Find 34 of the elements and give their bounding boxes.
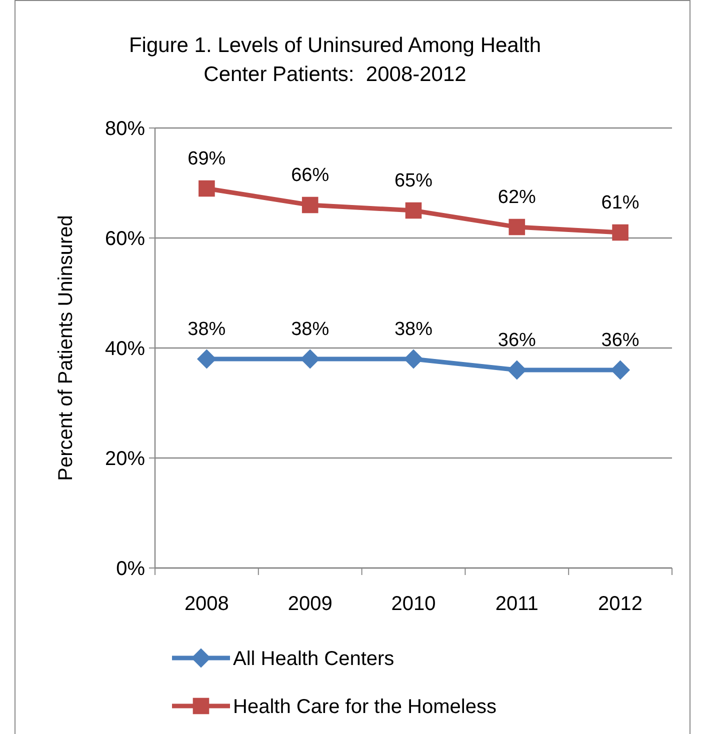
data-label: 66% — [291, 165, 330, 186]
legend-label: All Health Centers — [233, 648, 394, 670]
data-label: 38% — [291, 319, 330, 340]
data-label: 61% — [601, 192, 640, 214]
x-tick-label: 2008 — [184, 593, 229, 615]
data-label: 36% — [601, 330, 640, 351]
point — [302, 196, 318, 214]
point — [612, 224, 628, 241]
point — [610, 360, 630, 380]
chart-title: Figure 1. Levels of Uninsured Among Health Center Patients: 2008-2012 — [128, 34, 542, 86]
data-label: 36% — [498, 330, 536, 351]
data-label: 69% — [188, 148, 226, 170]
data-label: 38% — [188, 319, 226, 340]
x-tick-label: 2010 — [391, 593, 436, 615]
point — [300, 350, 320, 368]
point — [507, 360, 526, 380]
x-tick-label: 2011 — [495, 593, 538, 615]
point — [508, 218, 526, 236]
data-label: 65% — [394, 170, 433, 192]
y-tick-label: 40% — [104, 338, 146, 360]
y-axis-title: Percent of Patients Uninsured — [55, 215, 77, 481]
x-tick-label: 2012 — [598, 593, 643, 615]
y-tick-label: 80% — [104, 118, 146, 140]
x-tick-label: 2009 — [288, 593, 332, 615]
y-tick-label: 0% — [116, 558, 146, 580]
data-label: 62% — [498, 187, 536, 208]
legend-label: Health Care for the Homeless — [233, 696, 496, 718]
y-tick-label: 60% — [104, 228, 146, 250]
point — [405, 202, 422, 219]
y-tick-label: 20% — [104, 448, 146, 470]
point — [404, 350, 423, 368]
point — [198, 180, 215, 197]
data-label: 38% — [394, 319, 433, 340]
point — [197, 350, 216, 368]
